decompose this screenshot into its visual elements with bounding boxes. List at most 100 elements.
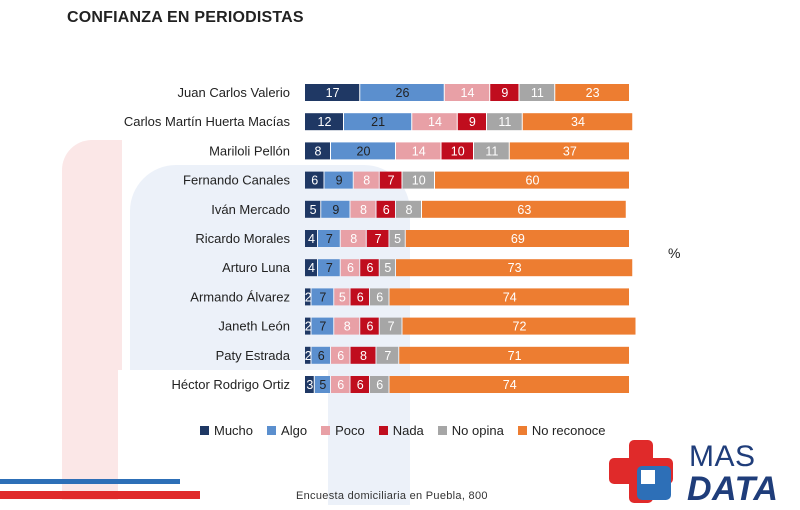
bar-segment <box>334 288 350 306</box>
bar-segment <box>305 317 311 335</box>
bar-segment <box>490 84 519 101</box>
data-label: 23 <box>586 86 600 100</box>
data-label: 8 <box>406 203 413 217</box>
data-label: 2 <box>305 320 312 334</box>
data-label: 63 <box>517 203 531 217</box>
category-label: Carlos Martín Huerta Macías <box>124 114 291 129</box>
data-label: 7 <box>375 232 382 246</box>
legend-swatch <box>437 426 447 435</box>
data-label: 72 <box>513 320 527 334</box>
category-label: Armando Álvarez <box>190 289 290 304</box>
bar-segment <box>509 142 629 160</box>
category-label: Arturo Luna <box>222 260 291 275</box>
data-label: 60 <box>526 174 540 188</box>
data-label: 8 <box>363 174 370 188</box>
data-label: 2 <box>305 349 312 363</box>
bar-segment <box>376 346 399 364</box>
data-label: 14 <box>461 86 475 100</box>
bar-segment <box>331 346 350 364</box>
bar-segment <box>324 171 353 189</box>
bar-segment <box>487 113 522 131</box>
legend-label: Nada <box>392 423 424 438</box>
data-label: 8 <box>350 232 357 246</box>
data-label: 8 <box>344 320 351 334</box>
bar-segment <box>396 142 441 160</box>
decorative-red-line <box>0 491 200 499</box>
bar-segment <box>396 259 633 277</box>
data-label: 10 <box>451 144 465 158</box>
bar-segment <box>305 142 330 160</box>
data-label: 9 <box>332 203 339 217</box>
bar-segment <box>405 230 629 247</box>
bar-segment <box>340 230 366 247</box>
category-label: Iván Mercado <box>211 202 290 217</box>
data-label: 5 <box>339 290 346 304</box>
page-title: CONFIANZA EN PERIODISTAS <box>67 9 304 26</box>
bar-segment <box>444 84 490 101</box>
data-label: 11 <box>485 144 498 158</box>
data-label: 8 <box>315 144 322 158</box>
category-label: Paty Estrada <box>216 348 291 363</box>
bar-segment <box>474 142 509 160</box>
bar-segment <box>305 200 321 218</box>
legend-swatch <box>267 426 277 435</box>
bar-segment <box>379 259 395 277</box>
legend-swatch <box>517 426 527 435</box>
data-label: 37 <box>563 144 577 158</box>
bar-segment <box>522 113 633 131</box>
data-label: 5 <box>319 378 326 392</box>
bar-segment <box>305 346 311 364</box>
legend-item: No opina <box>437 423 504 438</box>
data-label: 5 <box>394 232 401 246</box>
bar-segment <box>350 376 369 393</box>
legend-swatch <box>378 426 388 435</box>
bar-segment <box>555 84 629 101</box>
data-label: 34 <box>571 115 585 129</box>
data-label: 4 <box>308 232 315 246</box>
data-label: 3 <box>306 378 313 392</box>
bar-segment <box>519 84 555 101</box>
data-label: 12 <box>318 115 332 129</box>
bar-segment <box>305 288 311 306</box>
bar-segment <box>305 113 343 131</box>
data-label: 9 <box>336 174 343 188</box>
bar-segment <box>314 376 330 393</box>
chart-legend: Mucho Algo Poco Nada No opina No reconoce <box>200 423 606 438</box>
unit-label: % <box>668 245 681 261</box>
bar-segment <box>305 259 317 277</box>
data-label: 6 <box>376 378 383 392</box>
bar-segment <box>379 317 402 335</box>
data-label: 6 <box>311 174 318 188</box>
bar-segment <box>334 317 360 335</box>
bar-segment <box>376 200 395 218</box>
data-label: 5 <box>310 203 317 217</box>
bar-segment <box>340 259 360 277</box>
data-label: 6 <box>357 378 364 392</box>
bar-segment <box>311 288 334 306</box>
bar-segment <box>402 171 434 189</box>
data-label: 7 <box>388 320 395 334</box>
data-label: 6 <box>376 290 383 304</box>
data-label: 7 <box>319 290 326 304</box>
data-label: 21 <box>371 115 385 129</box>
bar-segment <box>360 84 444 101</box>
bar-segment <box>344 113 412 131</box>
bar-segment <box>353 171 379 189</box>
bar-segment <box>305 376 314 393</box>
background-red-shape <box>62 140 122 500</box>
legend-label: Poco <box>335 423 365 438</box>
masdata-logo: MAS DATA <box>607 438 800 508</box>
bar-segment <box>412 113 457 131</box>
category-label: Janeth León <box>218 319 290 334</box>
data-label: 69 <box>511 232 525 246</box>
data-label: 6 <box>337 378 344 392</box>
category-label: Héctor Rodrigo Ortiz <box>172 377 290 392</box>
data-label: 11 <box>498 115 511 129</box>
data-label: 8 <box>360 349 367 363</box>
data-label: 71 <box>508 349 522 363</box>
bar-segment <box>370 288 389 306</box>
data-label: 7 <box>326 232 333 246</box>
bar-segment <box>321 200 350 218</box>
bar-segment <box>396 200 421 218</box>
logo-text-data: DATA <box>687 470 779 508</box>
